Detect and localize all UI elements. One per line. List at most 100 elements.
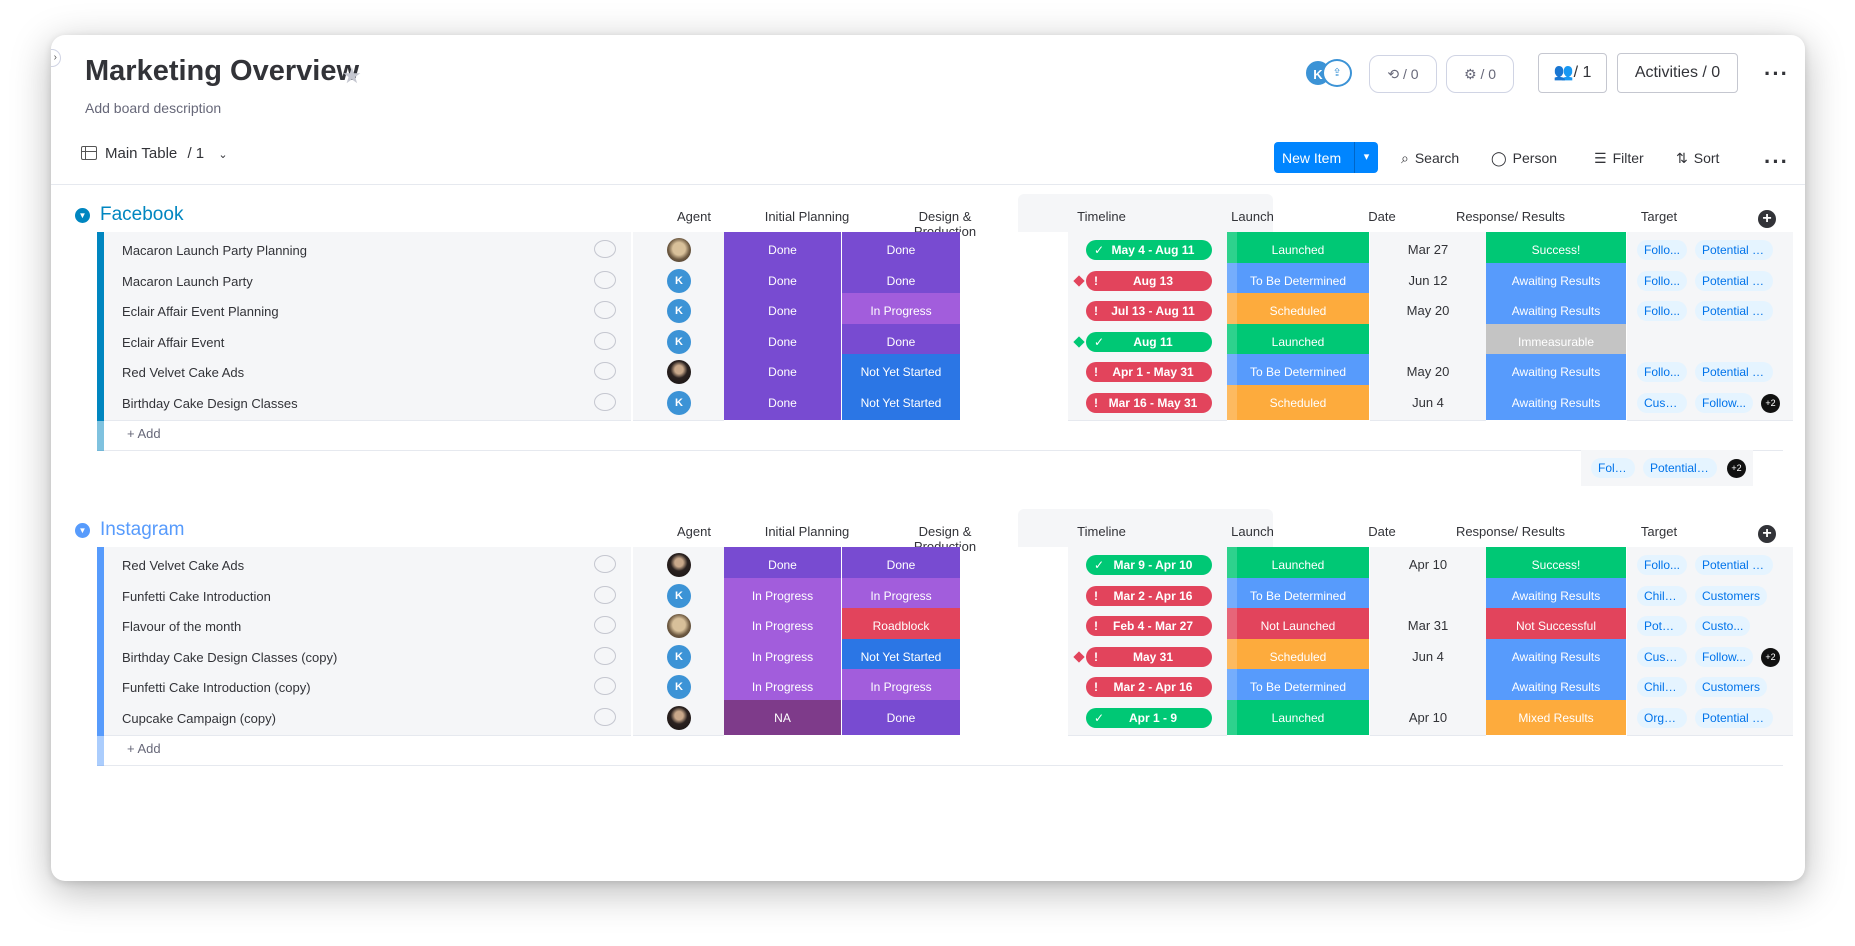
target-tag[interactable]: Potential Foll... — [1695, 240, 1773, 260]
timeline-cell[interactable]: ✓ Mar 9 - Apr 10 — [1068, 547, 1227, 583]
status-design-production[interactable]: Not Yet Started — [842, 384, 961, 421]
timeline-pill[interactable]: ! Feb 4 - Mar 27 — [1086, 616, 1212, 636]
date-cell[interactable]: Jun 4 — [1370, 638, 1486, 675]
item-name[interactable]: Macaron Launch Party Planning — [122, 243, 308, 258]
status-launch[interactable]: To Be Determined — [1227, 262, 1370, 299]
add-item-row[interactable]: + Add — [97, 415, 1783, 451]
status-response[interactable]: Immeasurable — [1486, 323, 1627, 360]
status-design-production[interactable]: Done — [842, 699, 961, 736]
status-design-production[interactable]: Done — [842, 232, 961, 268]
timeline-pill[interactable]: ✓ Apr 1 - 9 — [1086, 707, 1212, 728]
column-header-date[interactable]: Date — [1368, 209, 1396, 224]
timeline-pill[interactable]: ! Apr 1 - May 31 — [1086, 362, 1212, 382]
chevron-down-icon[interactable]: ▼ — [75, 208, 90, 223]
chat-bubble-icon[interactable] — [594, 362, 616, 380]
target-tag[interactable]: Follo... — [1637, 555, 1687, 575]
chat-bubble-icon[interactable] — [594, 646, 616, 665]
target-cell[interactable]: Custom... Follow... +2 — [1627, 638, 1783, 675]
target-tag[interactable]: Customers — [1695, 677, 1768, 697]
chat-bubble-icon[interactable] — [594, 585, 616, 604]
status-response[interactable]: Success! — [1486, 547, 1627, 583]
status-response[interactable]: Awaiting Results — [1486, 262, 1627, 299]
target-tag[interactable]: Follo... — [1637, 301, 1687, 321]
timeline-cell[interactable]: ✓ Aug 11 — [1068, 323, 1227, 360]
timeline-cell[interactable]: ! Mar 16 - May 31 — [1068, 384, 1227, 421]
item-name-cell[interactable]: Birthday Cake Design Classes — [104, 384, 631, 421]
timeline-pill[interactable]: ! Aug 13 — [1086, 270, 1212, 291]
table-row[interactable]: Cupcake Campaign (copy) NA Done ✓ Apr 1 - 9 L… — [97, 699, 1793, 736]
avatar[interactable] — [667, 360, 691, 384]
target-tag[interactable]: Potential Foll... — [1695, 301, 1773, 321]
status-launch[interactable]: Launched — [1227, 323, 1370, 360]
target-cell[interactable]: Follo... Potential Foll... — [1627, 232, 1783, 268]
avatar[interactable] — [667, 238, 691, 262]
search-button[interactable]: ⌕ Search — [1401, 150, 1459, 167]
status-launch[interactable]: Scheduled — [1227, 293, 1370, 329]
chat-bubble-icon[interactable] — [594, 616, 616, 634]
chat-bubble-icon[interactable] — [594, 707, 616, 726]
status-design-production[interactable]: Not Yet Started — [842, 638, 961, 675]
item-name-cell[interactable]: Eclair Affair Event — [104, 323, 631, 360]
column-header-target[interactable]: Target — [1640, 524, 1678, 539]
item-name-cell[interactable]: Flavour of the month — [104, 608, 631, 644]
status-initial-planning[interactable]: Done — [724, 262, 842, 299]
status-design-production[interactable]: Not Yet Started — [842, 354, 961, 390]
avatar[interactable]: K — [667, 390, 691, 415]
target-tag[interactable]: Children — [1637, 677, 1687, 697]
target-cell[interactable]: Custom... Follow... +2 — [1627, 384, 1783, 421]
target-tag[interactable]: Follow... — [1695, 392, 1754, 413]
target-tag[interactable]: Follo... — [1637, 362, 1687, 382]
column-header-agent[interactable]: Agent — [677, 209, 711, 224]
status-launch[interactable]: Scheduled — [1227, 384, 1370, 421]
item-name[interactable]: Funfetti Cake Introduction (copy) — [122, 680, 311, 695]
add-column-icon[interactable]: + — [1758, 525, 1776, 543]
table-row[interactable]: Flavour of the month In Progress Roadblock… — [97, 608, 1793, 644]
column-header-timeline[interactable]: Timeline — [1077, 524, 1126, 539]
more-tags-badge[interactable]: +2 — [1761, 393, 1780, 413]
status-response[interactable]: Awaiting Results — [1486, 669, 1627, 705]
item-name-cell[interactable]: Funfetti Cake Introduction (copy) — [104, 669, 631, 705]
date-cell[interactable] — [1370, 323, 1486, 360]
agent-cell[interactable] — [633, 547, 724, 583]
target-tag[interactable]: Potential Foll... — [1695, 270, 1773, 291]
status-design-production[interactable]: In Progress — [842, 293, 961, 329]
target-tag[interactable]: Customers — [1695, 585, 1768, 606]
target-tag[interactable]: Follo... — [1637, 270, 1687, 291]
status-launch[interactable]: To Be Determined — [1227, 354, 1370, 390]
column-header-response[interactable]: Response/ Results — [1455, 209, 1566, 224]
item-name-cell[interactable]: Macaron Launch Party — [104, 262, 631, 299]
avatar[interactable] — [667, 705, 691, 730]
avatar[interactable]: K — [667, 268, 691, 293]
item-name[interactable]: Birthday Cake Design Classes (copy) — [122, 649, 338, 665]
chat-bubble-icon[interactable] — [594, 240, 616, 258]
item-name[interactable]: Red Velvet Cake Ads — [122, 365, 245, 380]
agent-cell[interactable]: K — [633, 577, 724, 614]
target-tag[interactable]: Organi... — [1637, 707, 1687, 728]
filter-button[interactable]: ☰ Filter — [1594, 150, 1644, 167]
timeline-pill[interactable]: ! Mar 2 - Apr 16 — [1086, 677, 1212, 697]
agent-cell[interactable]: K — [633, 323, 724, 360]
avatar[interactable] — [667, 614, 691, 638]
column-header-launch[interactable]: Launch — [1231, 209, 1274, 224]
chevron-down-icon[interactable]: ▼ — [75, 523, 90, 538]
table-row[interactable]: Eclair Affair Event Planning K Done In Prog… — [97, 293, 1793, 329]
person-filter-button[interactable]: ◯ Person — [1491, 150, 1557, 167]
column-header-agent[interactable]: Agent — [677, 524, 711, 539]
group-name[interactable]: Instagram — [100, 519, 185, 540]
timeline-pill[interactable]: ! May 31 — [1086, 646, 1212, 667]
status-response[interactable]: Awaiting Results — [1486, 384, 1627, 421]
status-launch[interactable]: To Be Determined — [1227, 577, 1370, 614]
timeline-pill[interactable]: ! Mar 16 - May 31 — [1086, 392, 1212, 413]
chat-bubble-icon[interactable] — [594, 270, 616, 289]
automations-button[interactable]: ⚙ / 0 — [1446, 55, 1514, 93]
target-cell[interactable]: Organi... Potential F... — [1627, 699, 1783, 736]
avatar[interactable] — [667, 553, 691, 577]
avatar[interactable]: K — [667, 329, 691, 354]
timeline-cell[interactable]: ! Jul 13 - Aug 11 — [1068, 293, 1227, 329]
target-tag[interactable]: Potential Fol... — [1637, 616, 1687, 636]
date-cell[interactable]: May 20 — [1370, 293, 1486, 329]
item-name[interactable]: Macaron Launch Party — [122, 273, 253, 289]
target-tag[interactable]: Potential Foll... — [1695, 362, 1773, 382]
item-name-cell[interactable]: Red Velvet Cake Ads — [104, 547, 631, 583]
item-name-cell[interactable]: Macaron Launch Party Planning — [104, 232, 631, 268]
